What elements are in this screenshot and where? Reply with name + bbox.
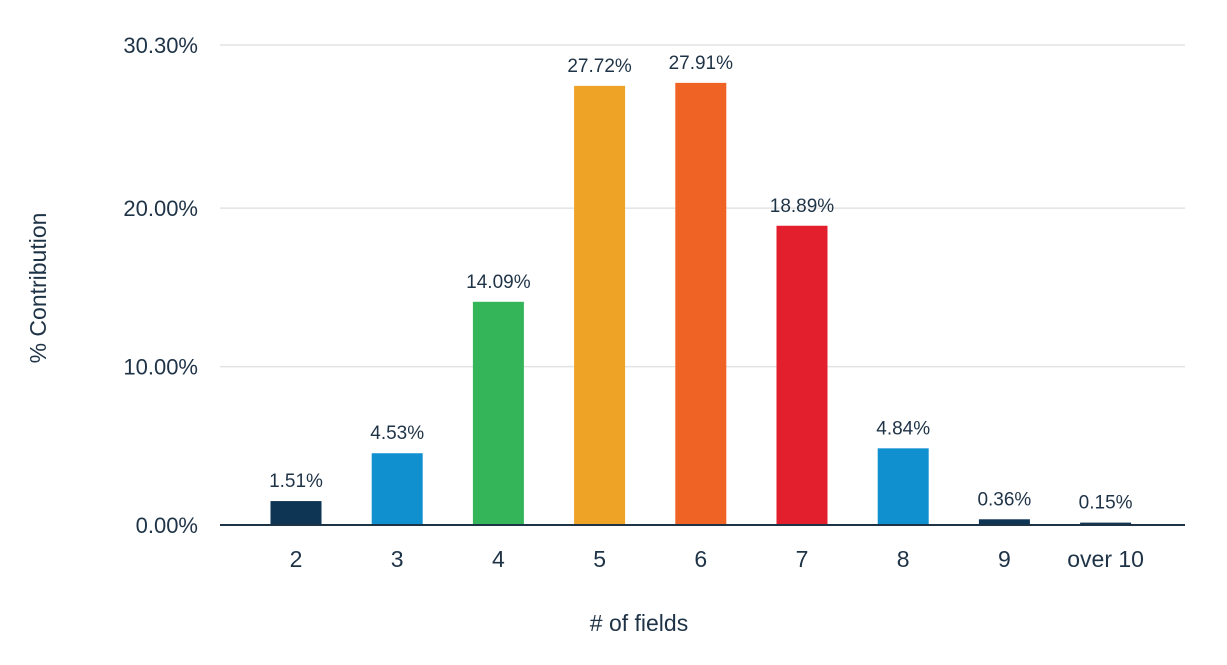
x-axis-ticks: 2 3 4 5 6 7 8 9 over 10 bbox=[290, 546, 1144, 572]
data-label: 27.72% bbox=[567, 56, 632, 77]
y-axis-title: % Contribution bbox=[25, 213, 51, 364]
y-tick-label: 30.30% bbox=[123, 33, 198, 58]
y-tick-label: 10.00% bbox=[123, 355, 198, 380]
bar-7 bbox=[776, 225, 828, 525]
data-label: 14.09% bbox=[466, 272, 531, 293]
x-tick-label: 2 bbox=[290, 546, 303, 572]
x-tick-label: 5 bbox=[593, 546, 606, 572]
data-labels: 1.51% 4.53% 14.09% 27.72% 27.91% 18.89% 4.84% 0… bbox=[269, 53, 1133, 514]
bar-2 bbox=[270, 501, 322, 525]
x-tick-label: 6 bbox=[694, 546, 707, 572]
bar-over-10 bbox=[1080, 522, 1132, 525]
data-label: 4.53% bbox=[370, 423, 424, 444]
data-label: 0.36% bbox=[977, 489, 1031, 510]
bar-4 bbox=[472, 301, 524, 525]
x-axis-title: # of fields bbox=[590, 610, 688, 636]
x-tick-label: 4 bbox=[492, 546, 505, 572]
data-label: 1.51% bbox=[269, 471, 323, 492]
data-label: 27.91% bbox=[669, 53, 734, 74]
bars bbox=[270, 82, 1132, 526]
y-axis-ticks: 0.00% 10.00% 20.00% 30.30% bbox=[123, 33, 198, 538]
bar-6 bbox=[675, 82, 727, 525]
x-tick-label: 9 bbox=[998, 546, 1011, 572]
data-label: 4.84% bbox=[876, 418, 930, 439]
x-tick-label: 3 bbox=[391, 546, 404, 572]
bar-3 bbox=[371, 453, 423, 525]
x-tick-label: 8 bbox=[897, 546, 910, 572]
x-tick-label: 7 bbox=[796, 546, 809, 572]
bar-5 bbox=[574, 85, 626, 526]
bar-9 bbox=[978, 519, 1030, 525]
x-tick-label: over 10 bbox=[1067, 546, 1144, 572]
data-label: 0.15% bbox=[1079, 493, 1133, 514]
y-tick-label: 0.00% bbox=[136, 513, 198, 538]
y-tick-label: 20.00% bbox=[123, 196, 198, 221]
bar-8 bbox=[877, 448, 929, 525]
data-label: 18.89% bbox=[770, 196, 835, 217]
